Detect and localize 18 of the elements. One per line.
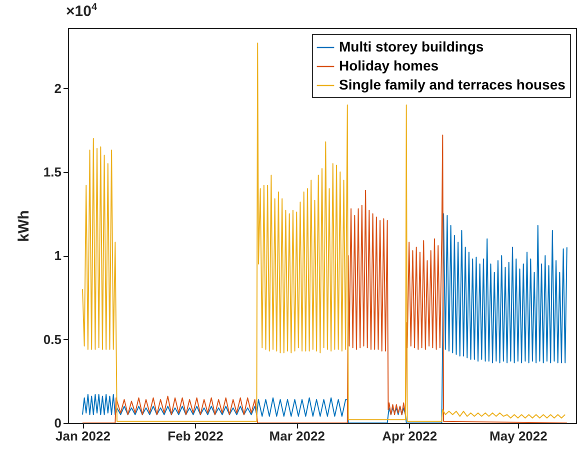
x-tick-label: May 2022 <box>490 428 548 444</box>
y-tick-label: 1.5 <box>43 164 62 180</box>
y-tick-label: 1 <box>54 248 62 264</box>
legend-label: Holiday homes <box>339 58 439 74</box>
y-tick-label: 0.5 <box>43 332 62 347</box>
y-axis-title: kWh <box>15 210 32 242</box>
legend-label: Multi storey buildings <box>339 38 484 54</box>
text: ×10$^{4}$ <box>66 2 98 20</box>
y-tick-label: 2 <box>54 80 62 96</box>
x-tick-label: Mar 2022 <box>269 428 325 444</box>
line-series <box>82 213 568 423</box>
x-tick-label: Jan 2022 <box>56 428 110 444</box>
legend-label: Single family and terraces houses <box>339 76 566 92</box>
x-tick-label: Feb 2022 <box>168 428 224 444</box>
line-series <box>82 134 568 423</box>
x-tick-label: Apr 2022 <box>382 428 438 444</box>
line-series <box>82 42 566 422</box>
y-tick-label: 0 <box>54 416 62 430</box>
